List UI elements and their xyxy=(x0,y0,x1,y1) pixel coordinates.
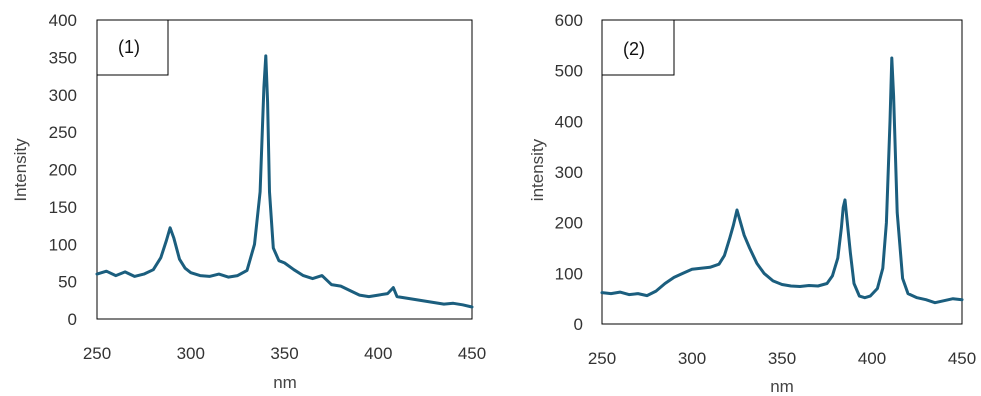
chart-1-series-line xyxy=(95,54,474,309)
chart-1-y-tick-label: 400 xyxy=(49,11,77,30)
chart-2-x-tick-label: 300 xyxy=(678,349,706,368)
chart-2-x-tick-label: 400 xyxy=(858,349,886,368)
chart-1-y-tick-label: 100 xyxy=(49,235,77,254)
chart-2-x-tick-label: 450 xyxy=(948,349,976,368)
chart-2-x-axis-title: nm xyxy=(770,377,794,396)
chart-2-y-axis-title: intensity xyxy=(528,138,547,201)
chart-2-x-tick-label: 350 xyxy=(768,349,796,368)
chart-1-x-axis-title: nm xyxy=(273,373,297,392)
chart-1-plot-frame xyxy=(96,19,473,320)
chart-2-y-tick-label: 0 xyxy=(574,315,583,334)
chart-1-x-tick-label: 350 xyxy=(270,344,298,363)
chart-2-x-tick-label: 250 xyxy=(588,349,616,368)
chart-2-y-tick-label: 100 xyxy=(555,264,583,283)
chart-2-y-tick-label: 600 xyxy=(555,11,583,30)
chart-1-x-tick-label: 400 xyxy=(364,344,392,363)
chart-2-y-tick-label: 200 xyxy=(555,214,583,233)
chart-2-y-tick-label: 500 xyxy=(555,62,583,81)
chart-2-y-tick-label: 400 xyxy=(555,112,583,131)
chart-1-label-box xyxy=(96,19,169,76)
chart-1-y-tick-label: 150 xyxy=(49,198,77,217)
chart-2-panel-label: (2) xyxy=(623,39,645,59)
chart-2-plot-frame xyxy=(601,19,963,325)
chart-1-y-ticks: 0 50 100 150 200 250 300 350 400 xyxy=(49,11,77,329)
chart-1-panel-label: (1) xyxy=(118,37,140,57)
chart-2-y-ticks: 0 100 200 300 400 500 600 xyxy=(555,11,583,334)
chart-1-x-ticks: 250 300 350 400 450 xyxy=(83,344,486,363)
chart-2-label-box xyxy=(601,19,675,76)
chart-1: (1) 0 50 100 150 200 250 300 350 400 250 300 350 40… xyxy=(11,11,486,392)
chart-1-y-axis-title: Intensity xyxy=(11,138,30,202)
chart-1-y-tick-label: 200 xyxy=(49,161,77,180)
chart-2-y-tick-label: 300 xyxy=(555,163,583,182)
chart-1-x-tick-label: 250 xyxy=(83,344,111,363)
chart-1-y-tick-label: 0 xyxy=(68,310,77,329)
chart-1-y-tick-label: 250 xyxy=(49,123,77,142)
chart-1-x-tick-label: 300 xyxy=(177,344,205,363)
chart-2-x-ticks: 250 300 350 400 450 xyxy=(588,349,976,368)
chart-1-x-tick-label: 450 xyxy=(458,344,486,363)
chart-1-y-tick-label: 50 xyxy=(58,273,77,292)
chart-1-y-tick-label: 350 xyxy=(49,48,77,67)
chart-1-y-tick-label: 300 xyxy=(49,86,77,105)
chart-2-series-line xyxy=(600,56,964,305)
